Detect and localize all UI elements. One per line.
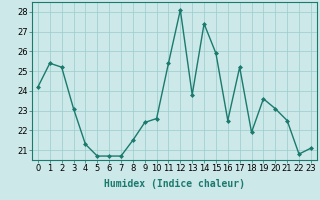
- X-axis label: Humidex (Indice chaleur): Humidex (Indice chaleur): [104, 179, 245, 189]
